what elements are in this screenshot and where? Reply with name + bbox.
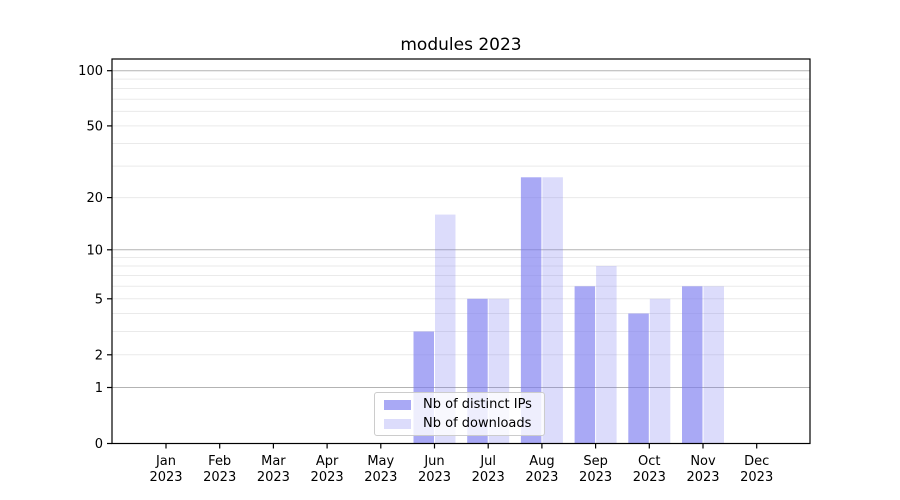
x-tick-label-month-jun: Jun — [423, 454, 444, 469]
bar-ips-oct — [628, 313, 649, 444]
y-tick-label-2: 2 — [95, 348, 103, 363]
x-tick-label-month-jul: Jul — [479, 454, 496, 469]
x-tick-label-year-sep: 2023 — [579, 470, 612, 485]
bar-downloads-nov — [703, 286, 724, 444]
x-tick-label-month-aug: Aug — [529, 454, 554, 469]
x-tick-label-year-jul: 2023 — [472, 470, 505, 485]
x-tick-label-year-jan: 2023 — [149, 470, 182, 485]
x-tick-label-month-jan: Jan — [155, 454, 176, 469]
x-tick-label-month-feb: Feb — [208, 454, 231, 469]
y-tick-label-1: 1 — [95, 381, 103, 396]
plot-border — [111, 58, 811, 445]
x-tick-label-year-may: 2023 — [364, 470, 397, 485]
x-tick-label-month-mar: Mar — [261, 454, 286, 469]
y-tick-label-5: 5 — [95, 292, 103, 307]
x-tick-label-year-oct: 2023 — [633, 470, 666, 485]
x-tick-label-month-sep: Sep — [583, 454, 608, 469]
x-tick-label-year-aug: 2023 — [525, 470, 558, 485]
bar-ips-sep — [574, 286, 596, 444]
legend-swatch-distinct-ips — [384, 399, 411, 410]
bar-downloads-aug — [542, 177, 563, 444]
legend-swatch-downloads — [384, 418, 411, 429]
x-tick-label-month-may: May — [367, 454, 394, 469]
chart-legend: Nb of distinct IPs Nb of downloads — [374, 392, 545, 436]
bar-ips-aug — [520, 177, 542, 444]
x-tick-label-month-dec: Dec — [744, 454, 769, 469]
y-tick-label-0: 0 — [95, 437, 103, 452]
x-tick-label-month-apr: Apr — [316, 454, 339, 469]
x-tick-label-year-apr: 2023 — [311, 470, 344, 485]
bar-downloads-oct — [649, 298, 671, 444]
x-tick-label-year-nov: 2023 — [686, 470, 719, 485]
x-tick-label-year-dec: 2023 — [740, 470, 773, 485]
x-tick-label-month-oct: Oct — [638, 454, 660, 469]
y-tick-label-100: 100 — [78, 64, 103, 79]
y-tick-label-50: 50 — [86, 119, 103, 134]
bar-ips-nov — [682, 286, 703, 444]
legend-item-downloads: Nb of downloads — [384, 414, 544, 433]
legend-label-downloads: Nb of downloads — [423, 416, 532, 431]
x-tick-label-year-feb: 2023 — [203, 470, 236, 485]
chart-title: modules 2023 — [400, 35, 522, 55]
bar-downloads-jun — [435, 214, 456, 444]
legend-item-distinct-ips: Nb of distinct IPs — [384, 395, 544, 414]
y-tick-label-20: 20 — [86, 191, 103, 206]
y-tick-label-10: 10 — [86, 243, 103, 258]
bar-downloads-sep — [596, 266, 617, 444]
legend-label-distinct-ips: Nb of distinct IPs — [423, 397, 532, 412]
x-tick-label-year-mar: 2023 — [257, 470, 290, 485]
x-tick-label-month-nov: Nov — [690, 454, 716, 469]
x-tick-label-year-jun: 2023 — [418, 470, 451, 485]
